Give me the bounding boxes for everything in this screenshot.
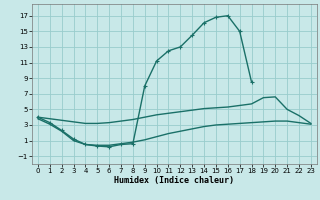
X-axis label: Humidex (Indice chaleur): Humidex (Indice chaleur)	[115, 176, 234, 185]
